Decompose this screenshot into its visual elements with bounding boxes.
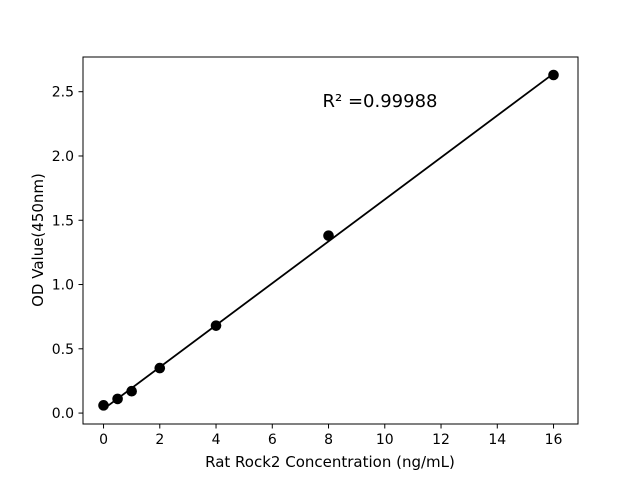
plot-frame [82, 56, 579, 425]
x-tick-label: 10 [376, 432, 394, 448]
x-tick-label: 2 [155, 432, 164, 448]
data-point [210, 320, 222, 331]
y-tick-label: 1.0 [52, 278, 74, 294]
y-axis: 0.0 0.5 1.0 1.5 2.0 2.5 [52, 85, 83, 422]
data-point [112, 393, 123, 405]
data-point [98, 400, 109, 411]
x-tick-label: 12 [432, 432, 450, 448]
x-axis: 0 2 4 6 8 10 12 14 16 [99, 424, 563, 448]
y-tick-label: 1.5 [52, 213, 74, 229]
x-tick-label: 0 [99, 432, 108, 448]
data-point [548, 69, 559, 81]
y-tick-label: 0.5 [52, 342, 74, 358]
x-tick-label: 16 [545, 432, 563, 448]
y-tick-label: 0.0 [52, 406, 74, 422]
y-tick-label: 2.0 [52, 149, 74, 165]
r-squared-annotation: R² =0.99988 [323, 91, 438, 112]
x-tick-label: 6 [268, 432, 277, 448]
x-tick-label: 8 [324, 432, 333, 448]
data-point [126, 385, 137, 397]
x-axis-label: Rat Rock2 Concentration (ng/mL) [205, 453, 455, 471]
y-tick-label: 2.5 [52, 85, 74, 101]
data-series [98, 69, 559, 411]
fit-line [102, 72, 555, 410]
data-point [323, 230, 334, 241]
x-tick-label: 14 [488, 432, 506, 448]
x-tick-label: 4 [212, 432, 221, 448]
y-axis-label: OD Value(450nm) [29, 173, 47, 307]
data-point [154, 362, 166, 374]
